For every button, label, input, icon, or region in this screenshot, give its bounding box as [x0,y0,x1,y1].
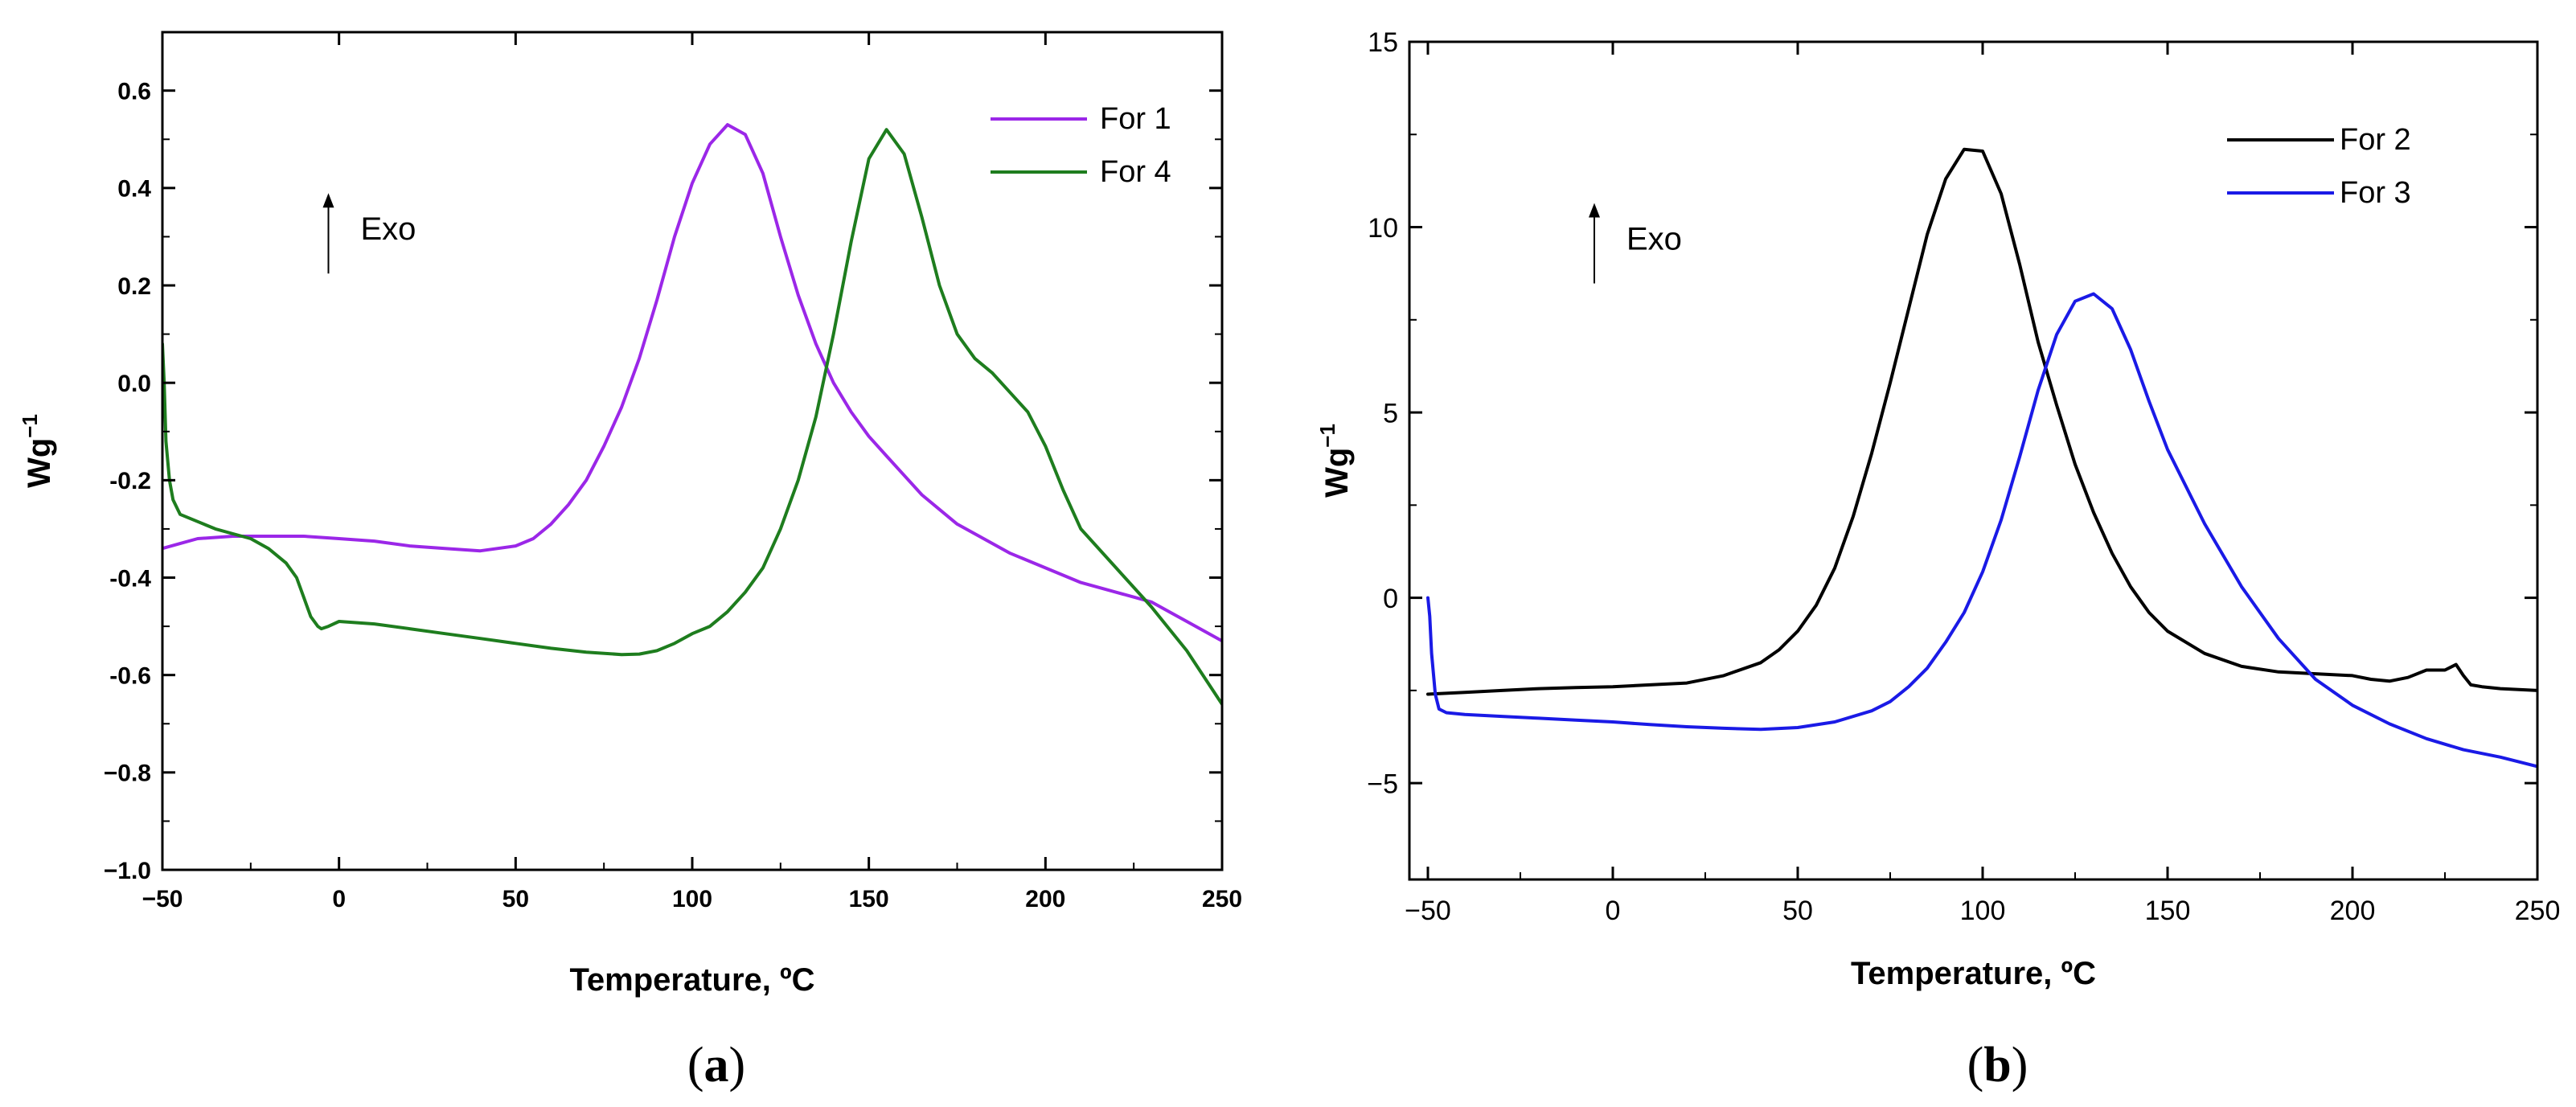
chart-a-legend-label-2: For 4 [1100,155,1171,189]
chart-b-legend-label-1: For 2 [2340,123,2411,157]
chart-a-y-tick-label: -0.2 [109,468,151,494]
chart-b-x-tick-label: 200 [2330,896,2376,926]
chart-a-caption: (a) [687,1038,745,1093]
chart-a-y-tick-label: 0.6 [117,78,151,105]
chart-b-x-tick-label: 0 [1606,896,1621,926]
chart-b-x-tick-label: 250 [2515,896,2561,926]
chart-b-legend-label-2: For 3 [2340,176,2411,210]
chart-b-y-tick-label: 10 [1368,213,1398,244]
chart-b-caption: (b) [1967,1038,2028,1093]
chart-b-series [1426,147,2537,769]
chart-a-x-tick-label: 150 [849,886,889,912]
chart-a-series [162,123,1222,706]
chart-b-y-tick-label: 15 [1368,27,1398,58]
chart-b-x-tick-label: 50 [1782,896,1813,926]
chart-a-x-tick-label: 0 [332,886,346,912]
chart-a-x-tick-label: −50 [142,886,183,912]
chart-panel-a: −50 0 50 100 150 200 250 0.6 0.4 0.2 0.0 -0.2 -0.4 -0… [18,31,1242,1093]
chart-a-plot-frame [161,31,1224,871]
chart-a-y-tick-label: -0.4 [109,565,151,592]
chart-b-y-tick-label: 0 [1383,584,1398,614]
chart-b-x-axis-title: Temperature, ºC [1851,956,2096,991]
chart-a-x-tick-label: 200 [1025,886,1065,912]
chart-b-x-tick-label: 150 [2145,896,2191,926]
chart-a-y-tick-label: -0.6 [109,662,151,689]
chart-a-series-line-1 [162,123,1222,643]
chart-a-y-tick-label: 0.2 [117,273,151,300]
chart-a-y-tick-label: −1.0 [104,858,151,884]
chart-b-y-axis-title: Wg−1 [1315,424,1355,498]
chart-b-series-line-2 [1426,292,2537,769]
chart-b-exo-annotation: Exo [1589,203,1682,284]
chart-a-series-line-2 [162,128,1222,706]
chart-a-y-tick-label: 0.0 [117,371,151,397]
chart-b-y-tick-label: −5 [1367,769,1398,799]
chart-b-series-line-1 [1426,147,2537,696]
chart-a-y-tick-label: 0.4 [117,176,151,203]
chart-a-x-tick-label: 50 [502,886,529,912]
chart-a-exo-label: Exo [360,211,416,247]
chart-a-y-tick-label: −0.8 [104,761,151,787]
chart-a-legend-label-1: For 1 [1100,102,1171,136]
chart-a-legend: For 1 For 4 [991,102,1171,189]
chart-b-x-tick-label: −50 [1405,896,1451,926]
chart-b-exo-arrow-head [1589,203,1600,218]
chart-a-x-tick-label: 250 [1202,886,1242,912]
chart-b-exo-label: Exo [1626,222,1682,257]
chart-b-y-tick-label: 5 [1383,398,1398,428]
chart-b-plot-frame [1408,40,2539,881]
chart-a-exo-arrow-head [322,193,334,208]
chart-b-x-tick-label: 100 [1960,896,2006,926]
chart-a-y-axis-title: Wg−1 [18,414,57,488]
chart-a-x-axis-title: Temperature, ºC [569,962,814,998]
chart-a-tick-labels: −50 0 50 100 150 200 250 0.6 0.4 0.2 0.0 -0.2 -0.4 -0… [104,78,1242,912]
chart-b-legend: For 2 For 3 [2227,123,2411,210]
chart-b-ticks [1409,40,2539,879]
chart-a-exo-annotation: Exo [322,193,416,274]
chart-a-x-tick-label: 100 [672,886,712,912]
chart-a-ticks [161,32,1224,871]
